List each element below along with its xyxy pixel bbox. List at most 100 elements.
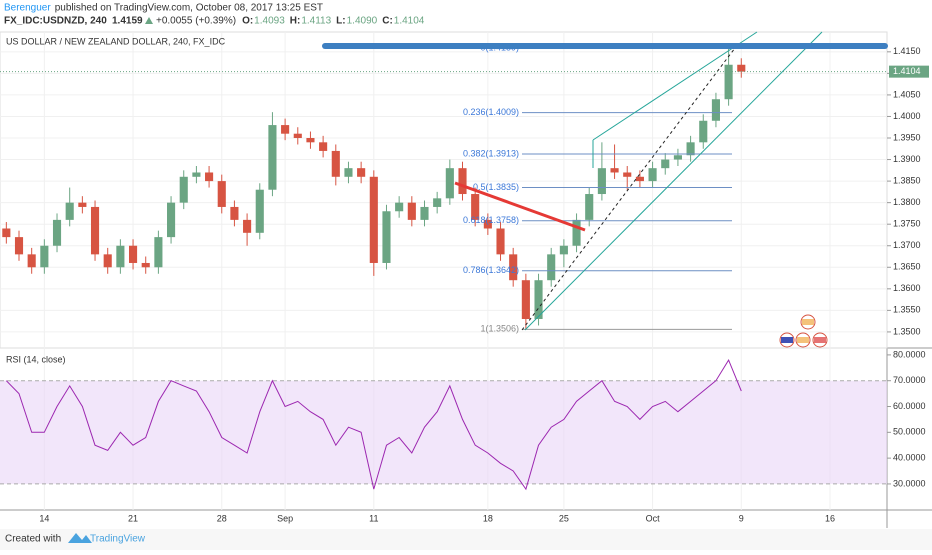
candle-body — [179, 176, 188, 203]
x-tick-label: Sep — [277, 513, 293, 523]
x-tick-label: 9 — [739, 513, 744, 523]
candle-body — [293, 133, 302, 139]
candle-body — [521, 280, 530, 319]
fib-label: 0.5(1.3835) — [473, 182, 519, 192]
candle-body — [40, 245, 49, 268]
candle-body — [623, 172, 632, 177]
trend-line — [454, 181, 586, 232]
candle-body — [458, 168, 467, 195]
last-price-label: 1.4104 — [893, 66, 921, 76]
ohlc-value: 1.4090 — [347, 16, 378, 27]
footer-created: Created with — [5, 534, 61, 545]
footer-brand[interactable]: TradingView — [90, 534, 146, 545]
change: +0.0055 (+0.39%) — [156, 16, 236, 27]
channel-lower — [524, 31, 823, 331]
candle-body — [306, 138, 315, 143]
candle-body — [369, 176, 378, 263]
x-tick-label: 18 — [483, 513, 493, 523]
candle-body — [154, 237, 163, 268]
candle-body — [572, 219, 581, 246]
candle-body — [471, 194, 480, 220]
chart-title: US DOLLAR / NEW ZEALAND DOLLAR, 240, FX_… — [6, 36, 226, 46]
candle-body — [27, 254, 36, 268]
candle-body — [217, 181, 226, 207]
ohlc-label: H: — [290, 16, 301, 27]
up-arrow — [145, 17, 153, 24]
fib-label: 1(1.3506) — [480, 324, 519, 334]
candle-body — [331, 150, 340, 177]
x-tick-label: 21 — [128, 513, 138, 523]
rsi-line — [5, 359, 742, 491]
candle-body — [711, 99, 720, 121]
ohlc: O: 1.4093 H: 1.4113 L: 1.4090 C: 1.4104 — [242, 16, 425, 27]
price-pane — [0, 31, 888, 349]
x-tick-label: 11 — [369, 513, 378, 523]
fib-label: 0.236(1.4009) — [463, 107, 519, 117]
y-tick-label: 1.3550 — [893, 305, 921, 315]
candle-body — [509, 254, 518, 281]
candle-body — [737, 64, 746, 72]
y-tick-label: 40.0000 — [893, 453, 926, 463]
candle-body — [205, 172, 214, 182]
candle-body — [547, 254, 556, 281]
y-tick-label: 1.3850 — [893, 175, 921, 185]
candle-body — [483, 219, 492, 229]
ohlc-label: L: — [336, 16, 345, 27]
fib-label: 0.382(1.3913) — [463, 148, 519, 158]
candle-body — [14, 237, 24, 255]
rsi-band — [0, 380, 887, 484]
candle-body — [445, 168, 454, 199]
rsi-pane — [0, 359, 887, 491]
candle-body — [2, 228, 11, 238]
candle-body — [192, 172, 201, 177]
candle-body — [648, 168, 657, 182]
candle-body — [661, 159, 670, 169]
candle-body — [116, 245, 125, 268]
candles — [2, 47, 746, 330]
y-tick-label: 1.4150 — [893, 46, 921, 56]
candle-body — [635, 176, 644, 182]
symbol: FX_IDC:USDNZD, 240 — [4, 16, 107, 27]
candle-body — [597, 168, 606, 195]
candle-body — [534, 280, 543, 319]
fib-label: 0.786(1.3642) — [463, 265, 519, 275]
candle-body — [724, 64, 733, 100]
y-tick-label: 1.3900 — [893, 154, 921, 164]
footer-bar — [0, 529, 932, 550]
y-tick-label: 1.3950 — [893, 132, 921, 142]
candle-body — [382, 211, 391, 263]
candle-body — [78, 202, 87, 207]
candle-body — [433, 198, 442, 207]
candle-body — [141, 262, 150, 268]
x-tick-label: 14 — [39, 513, 49, 523]
fib-label: 0.618(1.3758) — [463, 215, 519, 225]
candle-body — [559, 245, 568, 255]
candle-body — [167, 202, 176, 238]
y-tick-label: 1.3750 — [893, 219, 921, 229]
y-tick-label: 50.0000 — [893, 427, 926, 437]
y-tick-label: 30.0000 — [893, 478, 926, 488]
rsi-title: RSI (14, close) — [6, 354, 66, 364]
ohlc-value: 1.4113 — [301, 16, 331, 27]
candle-body — [128, 245, 138, 263]
ohlc-value: 1.4104 — [394, 16, 425, 27]
candle-body — [281, 125, 290, 134]
candle-body — [90, 206, 100, 255]
candle-body — [319, 142, 328, 151]
last-price-box — [889, 65, 929, 78]
x-tick-label: 16 — [825, 513, 835, 523]
candle-body — [395, 202, 404, 212]
ohlc-label: O: — [242, 16, 253, 27]
candle-body — [230, 206, 239, 220]
y-tick-label: 1.3500 — [893, 326, 921, 336]
y-tick-label: 1.3700 — [893, 240, 921, 250]
candle-body — [243, 219, 252, 233]
author[interactable]: Berenguer — [4, 3, 51, 14]
candle-body — [585, 194, 594, 220]
candle-body — [357, 168, 366, 177]
candle-body — [344, 168, 353, 177]
logo — [68, 533, 92, 543]
candle-body — [686, 142, 695, 156]
candle-body — [255, 189, 264, 233]
